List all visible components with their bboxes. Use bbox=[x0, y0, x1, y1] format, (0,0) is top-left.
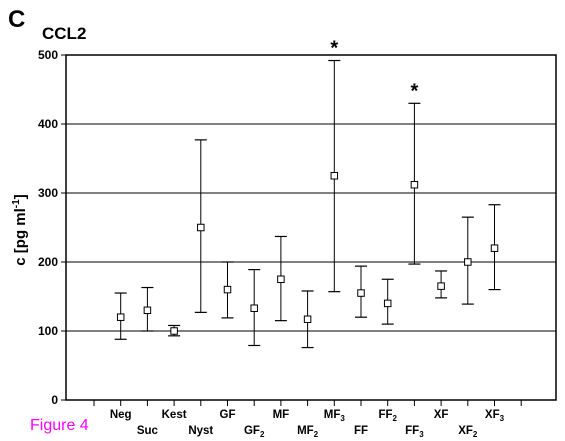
x-label-FF: FF bbox=[354, 425, 368, 437]
x-label-Suc: Suc bbox=[137, 425, 159, 437]
x-label-GF: GF bbox=[220, 409, 236, 421]
significance-markers: ** bbox=[330, 38, 418, 103]
chart-title: CCL2 bbox=[42, 24, 86, 43]
y-tick-label-0: 0 bbox=[51, 393, 58, 407]
x-label-XF2: XF2 bbox=[458, 425, 478, 439]
data-point-XF3 bbox=[490, 244, 499, 252]
y-axis-ticks: 0 100 200 300 400 500 bbox=[38, 48, 66, 407]
x-label-MF: MF bbox=[273, 409, 290, 421]
significance-star-MF3: * bbox=[330, 38, 338, 60]
y-tick-label-300: 300 bbox=[38, 186, 58, 200]
plot-frame bbox=[65, 54, 557, 401]
data-point-XF2 bbox=[464, 258, 472, 266]
data-point-Suc bbox=[143, 306, 152, 315]
x-label-MF2: MF2 bbox=[297, 425, 319, 439]
x-label-XF: XF bbox=[434, 409, 449, 421]
y-tick-label-100: 100 bbox=[38, 324, 58, 338]
x-label-MF3: MF3 bbox=[324, 409, 346, 423]
y-axis-label: c [pg ml-1] bbox=[11, 194, 29, 265]
data-point-MF3 bbox=[330, 172, 339, 180]
panel-label: C bbox=[8, 6, 25, 33]
data-points bbox=[116, 172, 499, 335]
x-label-FF3: FF3 bbox=[405, 425, 424, 439]
x-label-Neg: Neg bbox=[110, 409, 132, 421]
figure-caption: Figure 4 bbox=[30, 417, 89, 434]
x-label-GF2: GF2 bbox=[244, 425, 265, 439]
gridlines bbox=[66, 123, 556, 332]
y-tick-label-500: 500 bbox=[38, 48, 58, 62]
x-label-FF2: FF2 bbox=[378, 409, 397, 423]
significance-star-FF3: * bbox=[411, 80, 419, 102]
data-point-XF bbox=[437, 282, 445, 290]
data-point-GF bbox=[223, 285, 232, 294]
error-bars bbox=[114, 59, 501, 349]
data-point-Nyst bbox=[197, 223, 205, 232]
data-point-GF2 bbox=[250, 304, 258, 312]
x-axis-ticks bbox=[93, 400, 522, 406]
data-point-Kest bbox=[170, 327, 178, 335]
data-point-Neg bbox=[116, 313, 125, 321]
data-point-FF2 bbox=[383, 299, 392, 308]
svg-text:c [pg ml-1]: c [pg ml-1] bbox=[11, 194, 29, 265]
x-label-XF3: XF3 bbox=[485, 409, 505, 423]
y-tick-label-200: 200 bbox=[38, 255, 58, 269]
data-point-MF bbox=[277, 275, 285, 283]
x-label-Nyst: Nyst bbox=[188, 425, 213, 437]
data-point-MF2 bbox=[303, 315, 312, 324]
data-point-FF bbox=[357, 289, 365, 297]
y-tick-label-400: 400 bbox=[38, 117, 58, 131]
data-point-FF3 bbox=[410, 180, 419, 189]
x-label-Kest: Kest bbox=[162, 409, 187, 421]
